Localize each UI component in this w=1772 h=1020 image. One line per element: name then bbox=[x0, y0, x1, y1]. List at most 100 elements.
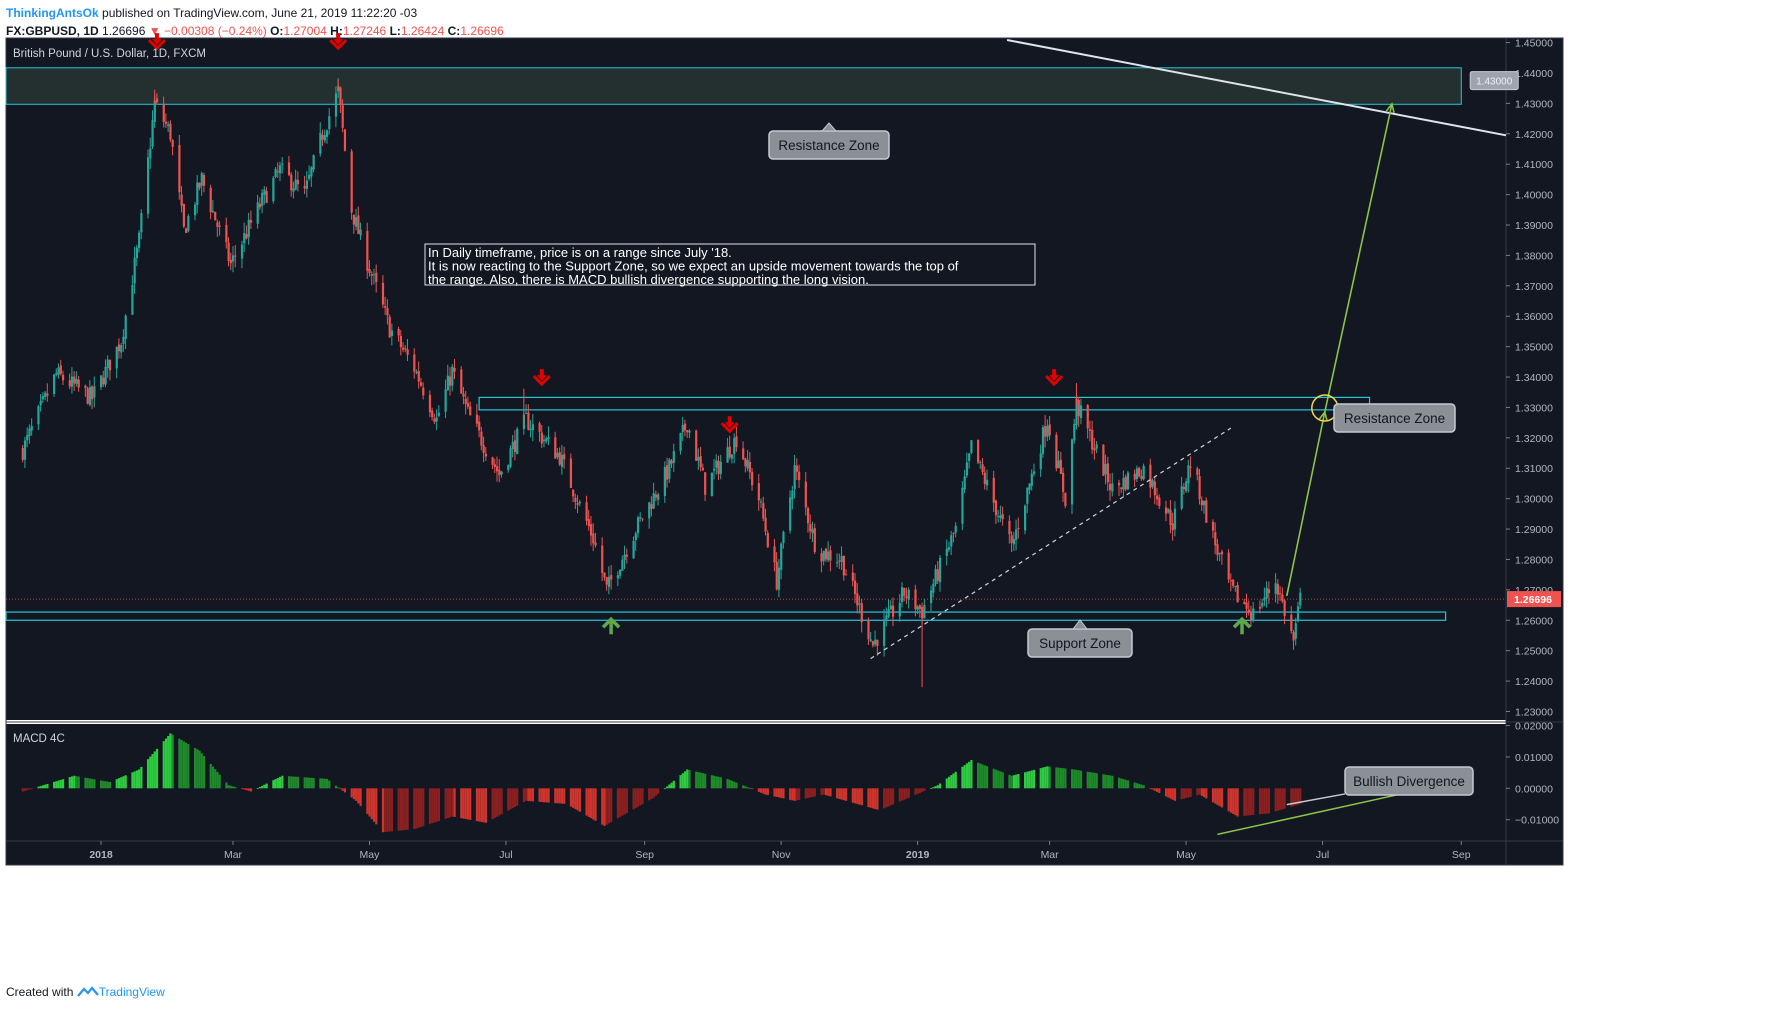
macd-bar-positive bbox=[1117, 777, 1121, 789]
candle-up bbox=[272, 177, 275, 202]
candle-down bbox=[214, 211, 217, 221]
candle-up bbox=[1187, 465, 1190, 484]
macd-bar-positive bbox=[735, 782, 738, 789]
candle-down bbox=[46, 393, 49, 396]
candle-up bbox=[30, 425, 33, 431]
macd-bar-positive bbox=[73, 775, 76, 789]
candle-down bbox=[860, 603, 863, 623]
tradingview-brand[interactable]: TradingView bbox=[98, 985, 165, 999]
candle-down bbox=[867, 621, 870, 640]
candle-down bbox=[574, 497, 577, 502]
price-tick-label: 1.31000 bbox=[1515, 463, 1553, 475]
candle-up bbox=[153, 100, 156, 122]
macd-bar-positive bbox=[294, 776, 297, 789]
projection-price-text: 1.43000 bbox=[1476, 77, 1513, 88]
macd-bar-negative bbox=[399, 788, 402, 831]
candle-up bbox=[930, 590, 933, 604]
candle-down bbox=[1106, 463, 1109, 483]
candle-down bbox=[366, 231, 369, 271]
macd-bar-positive bbox=[216, 771, 219, 789]
candle-up bbox=[1046, 425, 1049, 437]
candle-down bbox=[462, 393, 465, 397]
bounce-arrow-icon bbox=[1232, 616, 1252, 629]
macd-bar-negative bbox=[366, 788, 369, 814]
macd-bar-negative bbox=[249, 788, 253, 792]
macd-bar-positive bbox=[108, 782, 112, 789]
candle-up bbox=[1265, 587, 1268, 599]
macd-bar-negative bbox=[446, 788, 449, 819]
price-tick-label: 1.37000 bbox=[1515, 281, 1553, 293]
macd-bar-positive bbox=[117, 778, 121, 789]
candle-down bbox=[594, 542, 597, 546]
macd-bar-negative bbox=[531, 788, 534, 802]
author-link[interactable]: ThinkingAntsOk bbox=[6, 6, 99, 20]
macd-bar-positive bbox=[1140, 784, 1143, 789]
publication-line: ThinkingAntsOk published on TradingView.… bbox=[6, 4, 1766, 22]
candle-up bbox=[131, 285, 134, 315]
peak-arrow-icon bbox=[536, 369, 547, 382]
macd-bar-positive bbox=[151, 754, 154, 789]
candle-down bbox=[1055, 434, 1058, 469]
macd-bar-negative bbox=[1187, 788, 1190, 798]
macd-bar-positive bbox=[1028, 771, 1031, 789]
candle-up bbox=[782, 531, 785, 544]
macd-bar-negative bbox=[359, 788, 362, 807]
macd-bar-positive bbox=[124, 775, 127, 789]
macd-bar-positive bbox=[169, 733, 172, 789]
macd-bar-positive bbox=[997, 770, 1000, 789]
peak-arrow-icon bbox=[333, 33, 344, 46]
macd-bar-negative bbox=[491, 788, 494, 820]
macd-bar-negative bbox=[576, 788, 579, 811]
macd-bar-positive bbox=[229, 785, 232, 789]
macd-bar-positive bbox=[1109, 775, 1112, 789]
macd-bar-negative bbox=[822, 788, 825, 795]
candle-up bbox=[1180, 486, 1183, 509]
macd-bar-positive bbox=[77, 776, 80, 789]
candle-up bbox=[1122, 478, 1125, 490]
price-tick-label: 1.29000 bbox=[1515, 524, 1553, 536]
tradingview-logo-icon[interactable] bbox=[76, 985, 99, 999]
candle-down bbox=[339, 87, 342, 105]
macd-bar-positive bbox=[153, 751, 156, 789]
macd-bar-negative bbox=[240, 788, 244, 790]
candle-down bbox=[1249, 612, 1253, 620]
candle-down bbox=[587, 519, 590, 527]
candle-down bbox=[876, 640, 879, 646]
macd-bar-negative bbox=[372, 788, 376, 822]
candle-down bbox=[757, 483, 760, 501]
macd-bar-positive bbox=[214, 769, 217, 789]
macd-bar-positive bbox=[1086, 771, 1089, 789]
candle-up bbox=[713, 468, 716, 471]
macd-bar-positive bbox=[55, 781, 58, 789]
bounce-arrow-icon bbox=[601, 616, 621, 629]
macd-bar-negative bbox=[1229, 788, 1233, 813]
candle-down bbox=[404, 348, 407, 350]
candle-down bbox=[1044, 426, 1047, 437]
candle-down bbox=[918, 605, 922, 609]
macd-bar-positive bbox=[1001, 772, 1004, 789]
macd-bar-negative bbox=[654, 788, 658, 796]
candle-down bbox=[1059, 459, 1062, 474]
candle-up bbox=[140, 213, 143, 233]
candle-down bbox=[399, 336, 402, 348]
macd-bar-negative bbox=[634, 788, 637, 808]
macd-bar-negative bbox=[1261, 788, 1264, 815]
macd-bar-positive bbox=[287, 776, 291, 789]
macd-bar-positive bbox=[742, 785, 745, 789]
candle-down bbox=[775, 561, 778, 590]
macd-pane bbox=[6, 724, 1506, 841]
candle-down bbox=[762, 503, 765, 519]
candle-up bbox=[308, 174, 311, 179]
open-label: O: bbox=[270, 24, 284, 38]
macd-bar-negative bbox=[339, 788, 342, 790]
candle-down bbox=[180, 194, 183, 206]
candle-down bbox=[605, 577, 608, 585]
candle-up bbox=[26, 434, 29, 441]
peak-arrow-icon bbox=[724, 416, 735, 429]
macd-bar-negative bbox=[791, 788, 794, 801]
macd-bar-negative bbox=[449, 788, 452, 818]
candle-up bbox=[1263, 597, 1266, 601]
candle-up bbox=[652, 493, 655, 509]
